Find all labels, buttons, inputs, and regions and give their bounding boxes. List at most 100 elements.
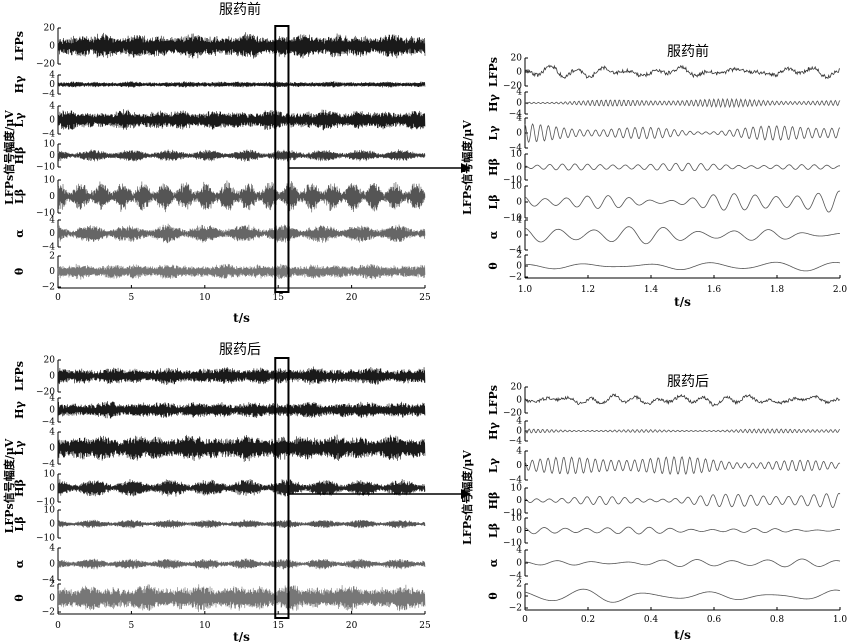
y-tick-label: −10 [36, 498, 55, 508]
y-tick-label: −4 [509, 572, 523, 582]
y-tick-label: 0 [516, 68, 522, 78]
series-label: α [13, 229, 26, 238]
series-Hγ: 40−4Hγ [487, 88, 841, 120]
highlight-box [274, 357, 290, 619]
series-label: LFPs [487, 57, 500, 87]
x-tick-label: 1.6 [707, 285, 722, 295]
series-label: LFPs [13, 31, 26, 61]
y-tick-label: −4 [42, 576, 56, 586]
series-line [57, 478, 426, 497]
x-tick-label: 0 [55, 621, 61, 631]
y-tick-label: 4 [49, 102, 55, 112]
y-tick-label: 10 [44, 140, 56, 150]
series-Hγ: 40−4Hγ [13, 394, 426, 428]
series-α: 4 0 −4 α [13, 544, 426, 586]
series-line [57, 32, 426, 59]
x-tick-label: 1.0 [518, 285, 533, 295]
series-label: α [487, 558, 500, 567]
y-tick-label: 10 [511, 150, 523, 160]
y-tick-label: 20 [511, 383, 523, 393]
x-tick-label: 10 [199, 621, 211, 631]
y-tick-label: 0 [516, 461, 522, 471]
series-Lγ: 4 0 −4 Lγ [13, 102, 426, 140]
y-tick-label: 0 [49, 594, 55, 604]
y-tick-label: −2 [509, 273, 522, 283]
y-tick-label: −10 [503, 509, 522, 519]
panel-title: 服药后 [219, 342, 261, 358]
y-tick-label: 0 [49, 229, 55, 239]
series-α: 4 0 −4 α [487, 216, 841, 256]
y-tick-label: 0 [516, 427, 522, 437]
y-tick-label: −2 [509, 604, 522, 614]
x-tick-label: 2.0 [833, 285, 847, 295]
y-tick-label: 10 [511, 514, 523, 524]
y-tick-label: −10 [36, 163, 55, 173]
x-tick-label: 0.4 [644, 615, 659, 625]
y-tick-label: 0 [49, 151, 55, 161]
y-tick-label: 0 [49, 444, 55, 454]
series-line [524, 261, 841, 272]
y-tick-label: 4 [516, 546, 522, 556]
x-tick-label: 20 [346, 621, 358, 631]
y-tick-label: 0 [49, 267, 55, 277]
series-line [524, 526, 841, 535]
series-line [524, 428, 841, 434]
y-tick-label: 0 [516, 526, 522, 536]
series-line [57, 434, 426, 462]
series-line [524, 123, 841, 144]
series-label: θ [13, 594, 26, 601]
series-label: θ [13, 268, 26, 275]
series-label: θ [487, 262, 500, 269]
y-tick-label: 4 [49, 71, 55, 81]
x-tick-label: 25 [419, 621, 431, 631]
y-tick-label: −20 [503, 82, 522, 92]
y-tick-label: 2 [49, 252, 55, 262]
y-tick-label: −10 [503, 176, 522, 186]
y-tick-label: 0 [516, 262, 522, 272]
y-tick-label: 0 [516, 198, 522, 208]
series-line [524, 97, 841, 109]
series-line [524, 456, 841, 475]
series-label: Lγ [487, 125, 500, 141]
y-tick-label: 4 [516, 216, 522, 226]
series-label: Lβ [487, 194, 500, 209]
series-label: θ [487, 592, 500, 599]
panel-title: 服药后 [667, 374, 709, 390]
y-tick-label: 0 [49, 192, 55, 202]
y-axis-label: LFPs信号幅度/μV [2, 110, 16, 205]
series-line [57, 180, 426, 213]
y-tick-label: 0 [516, 396, 522, 406]
y-tick-label: 20 [44, 356, 56, 366]
y-tick-label: 0 [49, 80, 55, 90]
panel-title: 服药前 [219, 1, 261, 18]
series-label: Hβ [13, 479, 26, 497]
series-label: LFPs [487, 385, 500, 415]
series-θ: 20−2θ [487, 251, 841, 283]
series-θ: 20−2θ [487, 580, 841, 614]
y-tick-label: 0 [49, 116, 55, 126]
series-line [57, 366, 426, 386]
y-tick-label: 20 [511, 54, 523, 64]
x-tick-label: 1.8 [770, 285, 785, 295]
series-Lγ: 4 0 −4 Lγ [487, 114, 841, 154]
y-tick-label: 10 [44, 176, 56, 186]
x-axis-label: t/s [674, 628, 691, 642]
y-tick-label: 10 [44, 470, 56, 480]
y-axis-label: LFPs信号幅度/μV [2, 438, 16, 533]
series-Lγ: 4 0 −4 Lγ [13, 428, 426, 470]
panel-3: 服药后200−20LFPs40−4Hγ40−4Lγ100−10Hβ100−10L… [2, 342, 431, 644]
x-tick-label: 15 [272, 293, 284, 303]
y-tick-label: −4 [42, 90, 56, 100]
x-tick-label: 1.0 [833, 615, 847, 625]
series-label: α [13, 559, 26, 568]
panel-2: 服药前200−20LFPs40−4Hγ40−4Lγ100−10Hβ100−10L… [460, 43, 847, 309]
series-line [57, 519, 426, 529]
x-tick-label: 0.8 [770, 615, 785, 625]
